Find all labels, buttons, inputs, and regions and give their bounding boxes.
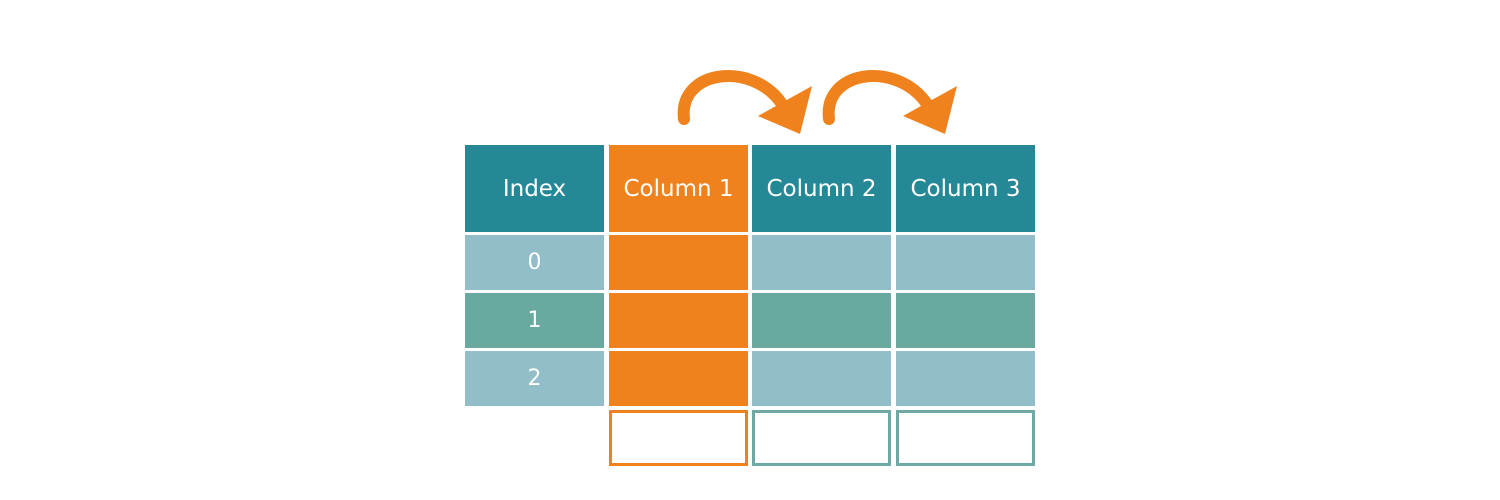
row-2-column-1-cell [609, 351, 748, 406]
arrow-column2-to-column3 [822, 70, 957, 134]
header-column-2-label: Column 2 [766, 175, 877, 202]
row-2-column-2-cell [752, 351, 891, 406]
arrow-2-curve [822, 70, 933, 125]
arrow-column1-to-column2 [677, 70, 812, 134]
result-box-column-2 [752, 410, 891, 466]
index-cell-2: 2 [465, 351, 604, 406]
arrow-1-curve [677, 70, 788, 125]
row-1-column-3-cell [896, 293, 1035, 348]
index-value-2: 2 [527, 366, 542, 391]
row-0-column-3-cell [896, 235, 1035, 290]
result-box-column-1 [609, 410, 748, 466]
header-column-3-label: Column 3 [910, 175, 1021, 202]
row-0-column-2-cell [752, 235, 891, 290]
row-1-column-1-cell [609, 293, 748, 348]
header-column-3: Column 3 [896, 145, 1035, 232]
index-value-1: 1 [527, 308, 542, 333]
row-1-column-2-cell [752, 293, 891, 348]
index-cell-0: 0 [465, 235, 604, 290]
index-cell-1: 1 [465, 293, 604, 348]
row-0-column-1-cell [609, 235, 748, 290]
header-column-1-label: Column 1 [623, 175, 734, 202]
header-column-2: Column 2 [752, 145, 891, 232]
index-value-0: 0 [527, 250, 542, 275]
header-column-1: Column 1 [609, 145, 748, 232]
header-index-label: Index [502, 175, 567, 202]
arrow-2-head [903, 86, 957, 134]
header-index: Index [465, 145, 604, 232]
row-2-column-3-cell [896, 351, 1035, 406]
result-box-column-3 [896, 410, 1035, 466]
arrow-1-head [758, 86, 812, 134]
